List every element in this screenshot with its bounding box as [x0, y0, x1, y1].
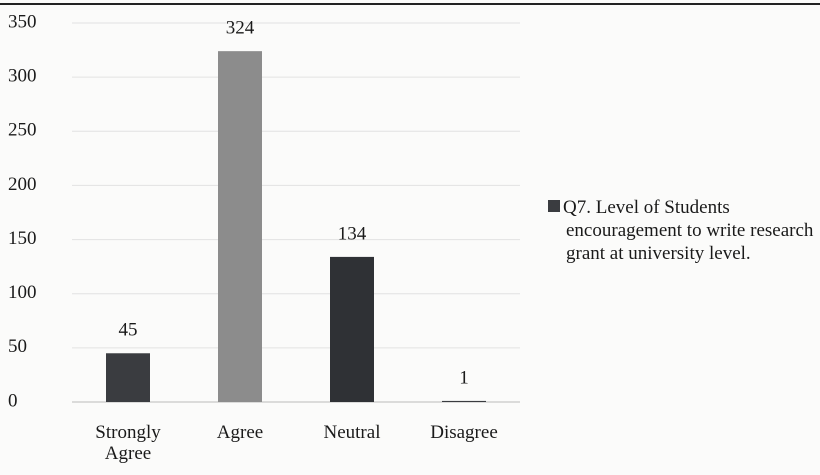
y-tick-label: 100 — [8, 282, 37, 303]
data-label: 134 — [338, 223, 367, 244]
legend-entry: Q7. Level of Students encouragement to w… — [548, 196, 818, 265]
bar — [106, 353, 150, 402]
legend: Q7. Level of Students encouragement to w… — [548, 196, 818, 265]
y-tick-label: 50 — [8, 336, 27, 357]
data-label: 45 — [119, 320, 138, 341]
y-tick-label: 200 — [8, 174, 37, 195]
y-tick-label: 350 — [8, 11, 37, 32]
x-tick-label: Strongly Agree — [95, 422, 161, 464]
bar — [218, 51, 262, 402]
y-tick-label: 150 — [8, 228, 37, 249]
x-tick-label: Neutral — [323, 422, 381, 443]
y-tick-label: 0 — [8, 390, 18, 411]
x-tick-label: Agree — [216, 422, 264, 443]
bar — [442, 400, 486, 402]
x-tick-label: Disagree — [430, 422, 498, 443]
data-label: 324 — [226, 18, 255, 39]
y-tick-label: 250 — [8, 120, 37, 141]
bar — [330, 256, 374, 402]
data-label: 1 — [459, 367, 469, 388]
legend-swatch — [548, 200, 560, 212]
y-tick-label: 300 — [8, 66, 37, 87]
legend-label: Q7. Level of Students encouragement to w… — [563, 197, 814, 264]
